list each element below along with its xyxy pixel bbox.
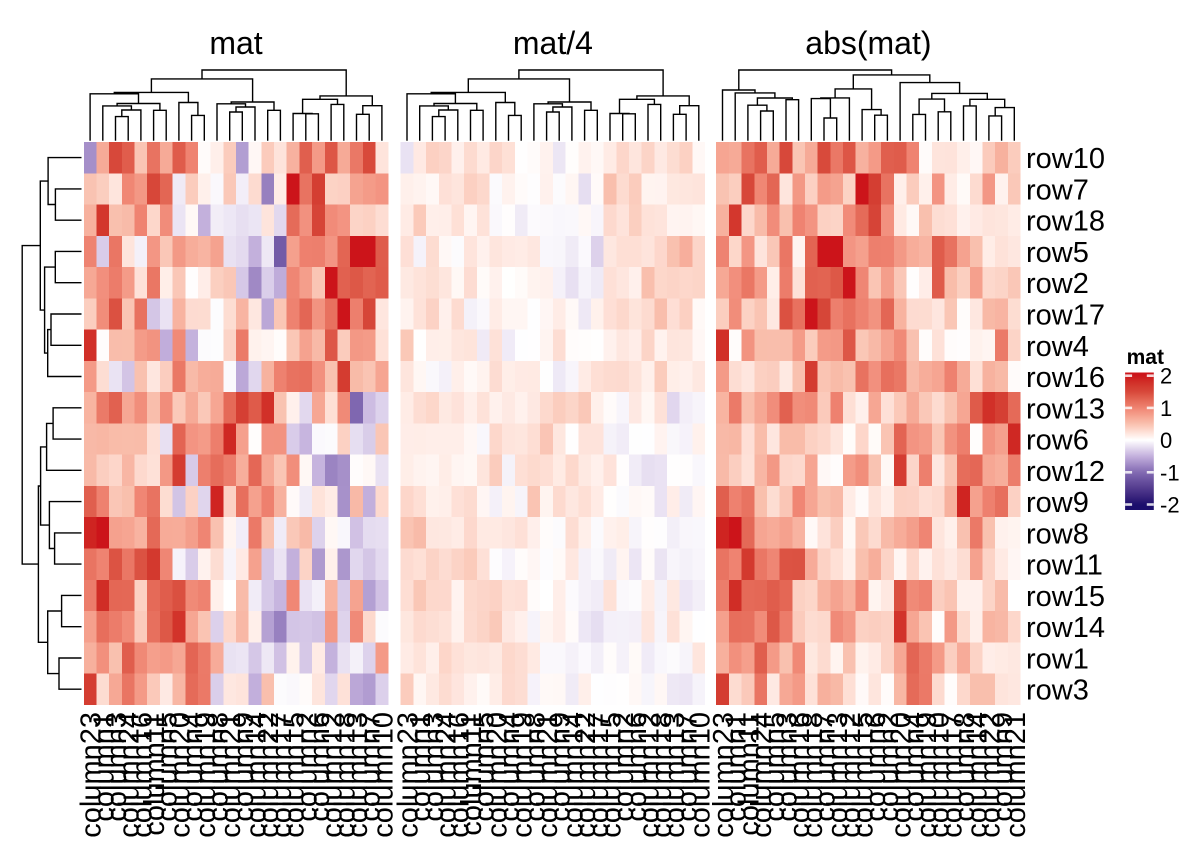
svg-text:row15: row15	[1026, 581, 1105, 613]
svg-text:column20: column20	[164, 712, 196, 838]
svg-text:column10: column10	[684, 712, 716, 838]
svg-text:row4: row4	[1026, 331, 1089, 363]
svg-text:column10: column10	[367, 712, 399, 838]
svg-text:column5: column5	[759, 712, 791, 822]
svg-text:column17: column17	[583, 712, 615, 838]
svg-text:-2: -2	[1160, 493, 1180, 518]
svg-text:column9: column9	[228, 712, 260, 822]
svg-text:column16: column16	[784, 712, 816, 838]
svg-text:row13: row13	[1026, 393, 1105, 425]
svg-text:column19: column19	[911, 712, 943, 838]
svg-text:row10: row10	[1026, 143, 1105, 175]
svg-text:column23: column23	[708, 712, 740, 838]
svg-text:row5: row5	[1026, 237, 1089, 269]
svg-text:column21: column21	[532, 712, 564, 838]
svg-text:column1: column1	[88, 712, 120, 822]
svg-text:column9: column9	[545, 712, 577, 822]
svg-text:column24: column24	[746, 712, 778, 838]
svg-text:column4: column4	[898, 712, 930, 822]
svg-text:row18: row18	[1026, 206, 1105, 238]
svg-text:abs(mat): abs(mat)	[805, 25, 931, 61]
svg-text:column15: column15	[848, 712, 880, 838]
svg-text:row6: row6	[1026, 425, 1089, 457]
svg-text:column12: column12	[634, 712, 666, 838]
svg-text:column23: column23	[393, 712, 425, 838]
svg-text:row12: row12	[1026, 456, 1105, 488]
svg-text:row16: row16	[1026, 362, 1105, 394]
svg-text:column19: column19	[507, 712, 539, 838]
svg-text:row17: row17	[1026, 300, 1105, 332]
svg-text:column3: column3	[101, 712, 133, 822]
svg-text:column3: column3	[418, 712, 450, 822]
svg-text:row1: row1	[1026, 644, 1089, 676]
svg-text:column17: column17	[936, 712, 968, 838]
svg-text:column1: column1	[721, 712, 753, 822]
svg-text:column7: column7	[355, 712, 387, 822]
svg-text:column22: column22	[974, 712, 1006, 838]
svg-text:column21: column21	[215, 712, 247, 838]
svg-text:column18: column18	[329, 712, 361, 838]
svg-text:column14: column14	[962, 712, 994, 838]
svg-text:column4: column4	[177, 712, 209, 822]
svg-text:column18: column18	[797, 712, 829, 838]
svg-text:column8: column8	[519, 712, 551, 822]
svg-text:column7: column7	[672, 712, 704, 822]
svg-text:column21: column21	[1000, 712, 1032, 838]
svg-text:column20: column20	[886, 712, 918, 838]
svg-text:column2: column2	[608, 712, 640, 822]
svg-text:column24: column24	[114, 712, 146, 838]
svg-text:column22: column22	[570, 712, 602, 838]
svg-text:column2: column2	[291, 712, 323, 822]
svg-text:column6: column6	[860, 712, 892, 822]
svg-text:mat: mat	[1127, 346, 1164, 369]
svg-text:column14: column14	[557, 712, 589, 838]
svg-text:column8: column8	[949, 712, 981, 822]
svg-text:column5: column5	[152, 712, 184, 822]
svg-text:column2: column2	[873, 712, 905, 822]
svg-text:column11: column11	[139, 712, 171, 836]
svg-text:2: 2	[1160, 364, 1172, 389]
svg-text:column23: column23	[76, 712, 108, 838]
svg-text:column18: column18	[646, 712, 678, 838]
svg-text:column15: column15	[279, 712, 311, 838]
svg-text:row8: row8	[1026, 518, 1089, 550]
svg-text:row11: row11	[1026, 550, 1103, 582]
svg-text:column11: column11	[456, 712, 488, 836]
svg-text:column13: column13	[659, 712, 691, 838]
svg-text:column15: column15	[596, 712, 628, 838]
svg-text:column12: column12	[835, 712, 867, 838]
svg-text:mat: mat	[209, 25, 262, 61]
svg-text:0: 0	[1160, 428, 1172, 453]
svg-text:column16: column16	[126, 712, 158, 838]
svg-text:row7: row7	[1026, 174, 1089, 206]
svg-text:column8: column8	[203, 712, 235, 822]
svg-text:-1: -1	[1160, 460, 1180, 485]
svg-text:column17: column17	[266, 712, 298, 838]
svg-text:column19: column19	[190, 712, 222, 838]
svg-text:column16: column16	[443, 712, 475, 838]
svg-text:row9: row9	[1026, 487, 1089, 519]
svg-text:column11: column11	[733, 712, 765, 836]
svg-text:column4: column4	[494, 712, 526, 822]
svg-text:column6: column6	[304, 712, 336, 822]
svg-text:column22: column22	[253, 712, 285, 838]
svg-text:column14: column14	[241, 712, 273, 838]
svg-text:column13: column13	[342, 712, 374, 838]
svg-text:column3: column3	[772, 712, 804, 822]
svg-text:1: 1	[1160, 396, 1172, 421]
svg-text:column5: column5	[469, 712, 501, 822]
svg-text:column6: column6	[621, 712, 653, 822]
svg-text:mat/4: mat/4	[513, 25, 593, 61]
svg-text:column9: column9	[987, 712, 1019, 822]
svg-text:row2: row2	[1026, 268, 1089, 300]
svg-text:row3: row3	[1026, 675, 1089, 707]
svg-text:column10: column10	[924, 712, 956, 838]
svg-text:column24: column24	[431, 712, 463, 838]
svg-text:column20: column20	[481, 712, 513, 838]
svg-text:column13: column13	[822, 712, 854, 838]
svg-text:column1: column1	[405, 712, 437, 822]
svg-text:row14: row14	[1026, 612, 1105, 644]
svg-text:column7: column7	[810, 712, 842, 822]
svg-text:column12: column12	[317, 712, 349, 838]
